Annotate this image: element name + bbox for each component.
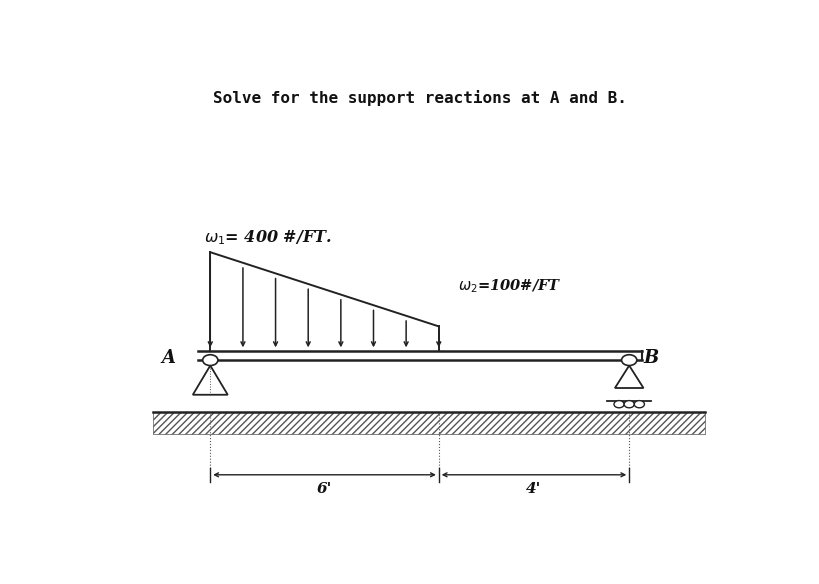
Text: B: B (643, 349, 658, 367)
Text: 6': 6' (317, 482, 333, 496)
Text: $\omega_1$= 400 #/FT.: $\omega_1$= 400 #/FT. (204, 228, 332, 247)
Bar (153, 412, 705, 434)
Circle shape (634, 401, 645, 408)
Circle shape (622, 354, 637, 366)
Circle shape (614, 401, 624, 408)
Text: $\omega_2$=100#/FT: $\omega_2$=100#/FT (458, 277, 562, 295)
Circle shape (624, 401, 634, 408)
Text: A: A (161, 349, 175, 367)
Text: 4': 4' (527, 482, 541, 496)
Text: Solve for the support reactions at A and B.: Solve for the support reactions at A and… (213, 91, 627, 106)
Circle shape (202, 354, 218, 366)
